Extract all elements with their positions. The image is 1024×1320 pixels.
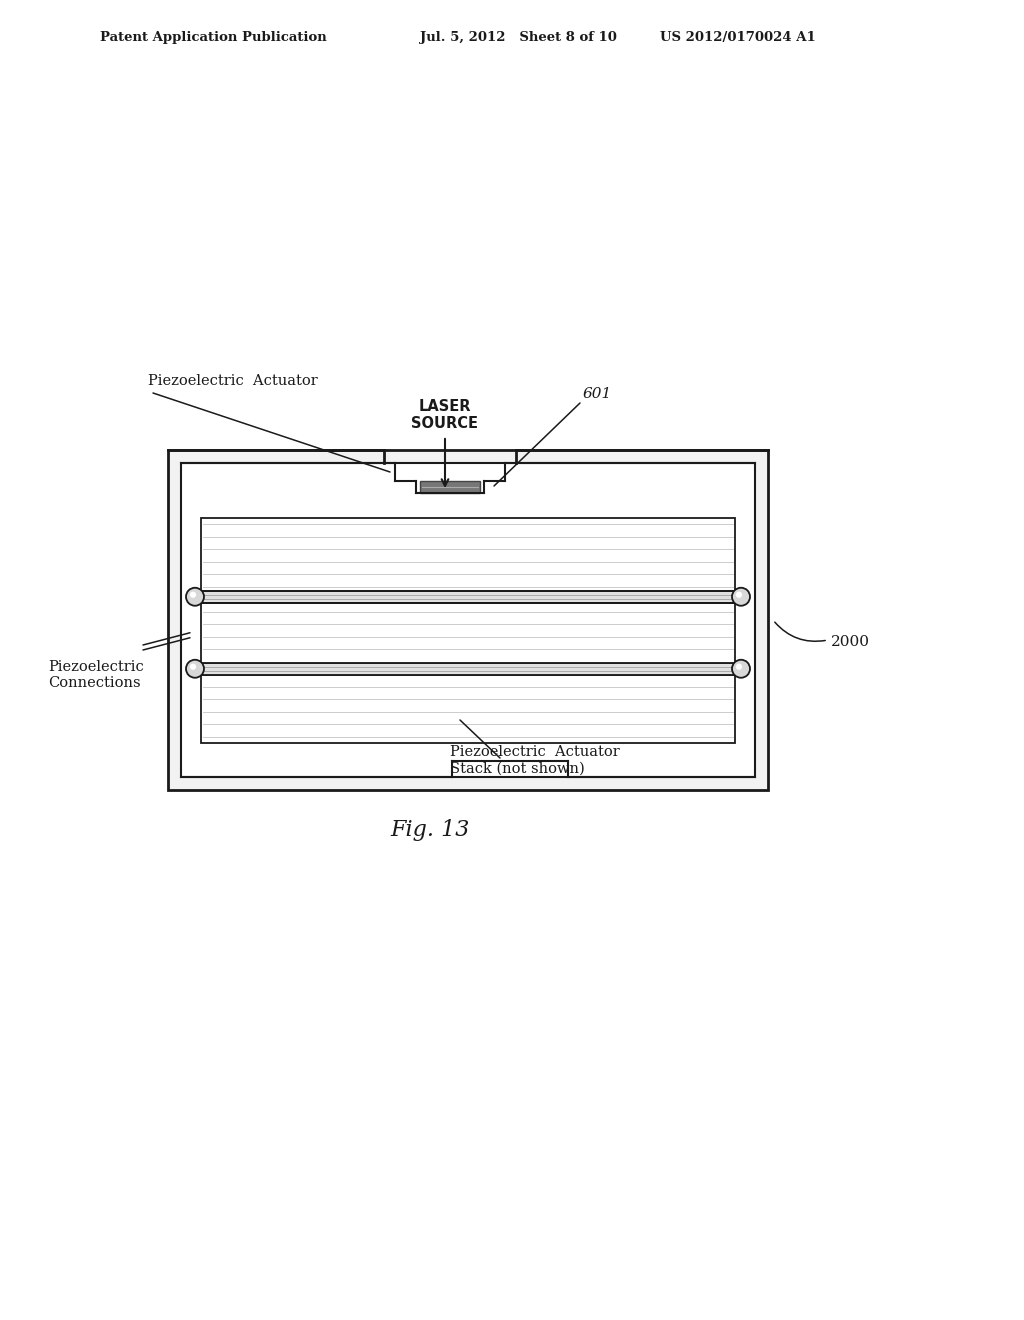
Circle shape bbox=[736, 664, 742, 671]
Circle shape bbox=[189, 591, 197, 598]
Circle shape bbox=[186, 660, 204, 677]
Text: LASER
SOURCE: LASER SOURCE bbox=[412, 399, 478, 432]
Circle shape bbox=[189, 664, 197, 671]
Circle shape bbox=[736, 591, 742, 598]
Text: 601: 601 bbox=[583, 387, 612, 401]
Text: Patent Application Publication: Patent Application Publication bbox=[100, 30, 327, 44]
Text: Piezoelectric  Actuator
Stack (not shown): Piezoelectric Actuator Stack (not shown) bbox=[450, 744, 620, 775]
Circle shape bbox=[732, 660, 750, 677]
Bar bbox=[181, 463, 755, 777]
Text: Piezoelectric
Connections: Piezoelectric Connections bbox=[48, 660, 143, 690]
Text: US 2012/0170024 A1: US 2012/0170024 A1 bbox=[660, 30, 816, 44]
Bar bbox=[420, 480, 480, 492]
Bar bbox=[168, 450, 768, 789]
Text: Fig. 13: Fig. 13 bbox=[390, 818, 470, 841]
Bar bbox=[195, 591, 741, 603]
Bar bbox=[201, 517, 735, 743]
Text: Piezoelectric  Actuator: Piezoelectric Actuator bbox=[148, 374, 317, 388]
Text: Jul. 5, 2012   Sheet 8 of 10: Jul. 5, 2012 Sheet 8 of 10 bbox=[420, 30, 616, 44]
Text: 2000: 2000 bbox=[831, 635, 870, 649]
Circle shape bbox=[732, 587, 750, 606]
Circle shape bbox=[186, 587, 204, 606]
Bar bbox=[195, 663, 741, 675]
